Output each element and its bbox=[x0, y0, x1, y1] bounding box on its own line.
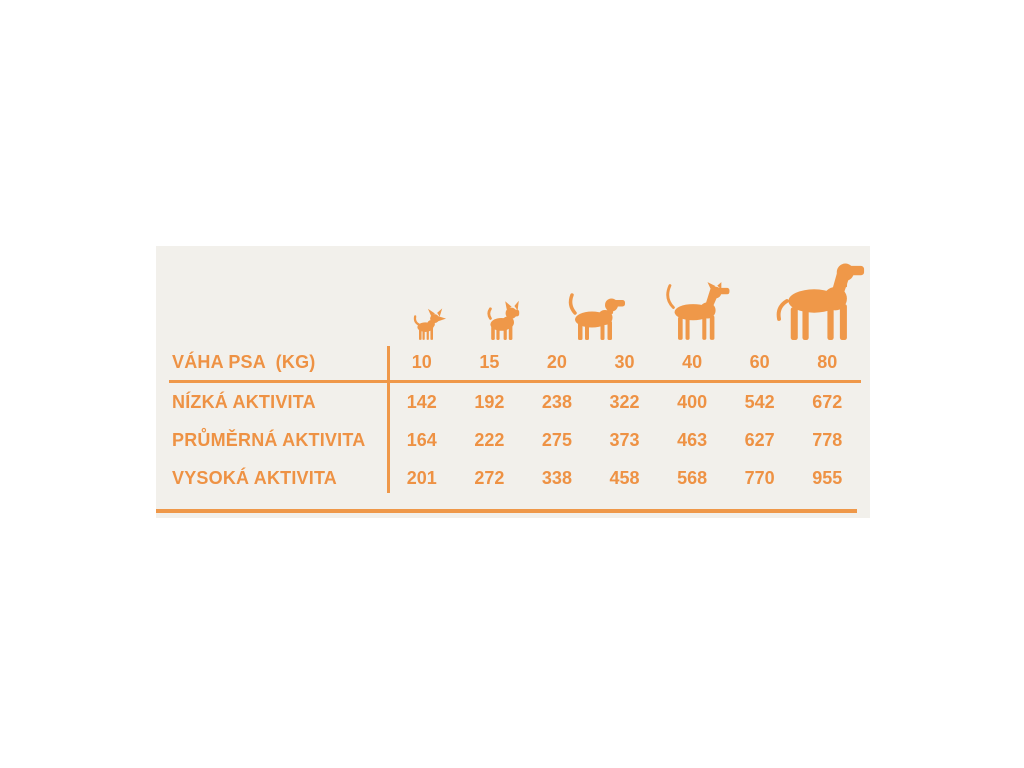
table-header-row: VÁHA PSA (KG) 10 15 20 30 40 60 80 bbox=[169, 344, 861, 383]
great-dane-dog-icon bbox=[775, 262, 865, 340]
row-label-low-activity: NÍZKÁ AKTIVITA bbox=[172, 391, 316, 412]
table-cell: 458 bbox=[609, 467, 640, 488]
table-cell: 778 bbox=[812, 429, 843, 450]
table-cell: 955 bbox=[812, 467, 843, 488]
table-cell: 164 bbox=[406, 429, 437, 450]
table-cell: 672 bbox=[812, 391, 843, 412]
table-cell: 373 bbox=[609, 429, 640, 450]
feeding-table-panel: VÁHA PSA (KG) 10 15 20 30 40 60 80 NÍZKÁ… bbox=[156, 246, 870, 518]
feeding-table: VÁHA PSA (KG) 10 15 20 30 40 60 80 NÍZKÁ… bbox=[169, 344, 861, 497]
weight-col-10: 10 bbox=[411, 351, 432, 372]
table-cell: 142 bbox=[406, 391, 437, 412]
table-cell: 338 bbox=[541, 467, 572, 488]
weight-row-label: VÁHA PSA (KG) bbox=[172, 351, 316, 372]
bottom-accent-line bbox=[156, 509, 857, 513]
weight-col-80: 80 bbox=[817, 351, 838, 372]
weight-col-60: 60 bbox=[749, 351, 770, 372]
row-label-average-activity: PRŮMĚRNÁ AKTIVITA bbox=[172, 429, 366, 450]
table-cell: 275 bbox=[541, 429, 572, 450]
table-cell: 770 bbox=[744, 467, 775, 488]
hound-dog-icon bbox=[565, 290, 630, 340]
column-divider-line bbox=[387, 346, 390, 493]
boxer-dog-icon bbox=[484, 300, 526, 340]
table-row-average-activity: PRŮMĚRNÁ AKTIVITA 164 222 275 373 463 62… bbox=[169, 421, 861, 459]
table-cell: 238 bbox=[541, 391, 572, 412]
table-row-low-activity: NÍZKÁ AKTIVITA 142 192 238 322 400 542 6… bbox=[169, 383, 861, 421]
row-label-high-activity: VYSOKÁ AKTIVITA bbox=[172, 467, 338, 488]
doberman-dog-icon bbox=[663, 282, 741, 340]
table-cell: 568 bbox=[677, 467, 708, 488]
table-cell: 272 bbox=[474, 467, 505, 488]
weight-col-30: 30 bbox=[614, 351, 635, 372]
table-cell: 222 bbox=[474, 429, 505, 450]
weight-col-15: 15 bbox=[479, 351, 500, 372]
table-cell: 542 bbox=[744, 391, 775, 412]
table-row-high-activity: VYSOKÁ AKTIVITA 201 272 338 458 568 770 … bbox=[169, 459, 861, 497]
table-cell: 400 bbox=[677, 391, 708, 412]
table-cell: 627 bbox=[744, 429, 775, 450]
weight-col-20: 20 bbox=[546, 351, 567, 372]
table-cell: 192 bbox=[474, 391, 505, 412]
table-cell: 463 bbox=[677, 429, 708, 450]
table-cell: 201 bbox=[406, 467, 437, 488]
table-cell: 322 bbox=[609, 391, 640, 412]
chihuahua-dog-icon bbox=[412, 308, 447, 340]
weight-col-40: 40 bbox=[682, 351, 703, 372]
